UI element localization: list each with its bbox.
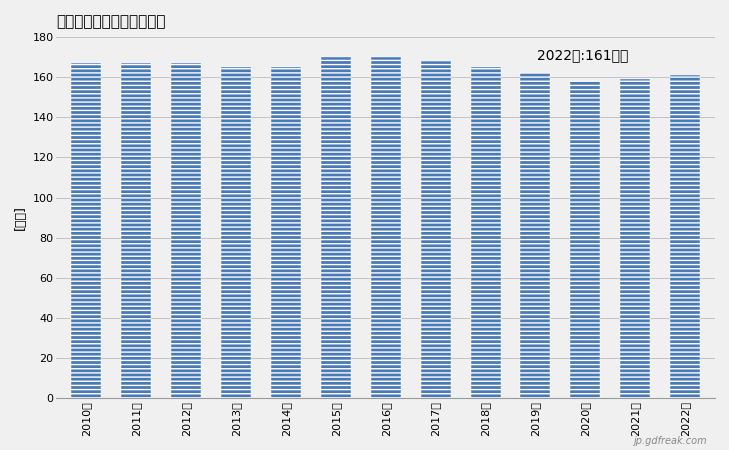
Bar bbox=[321, 57, 351, 398]
Y-axis label: [時間]: [時間] bbox=[14, 205, 27, 230]
Bar bbox=[521, 73, 550, 398]
Bar bbox=[121, 63, 151, 398]
Bar bbox=[471, 67, 501, 398]
Bar bbox=[421, 61, 451, 398]
Bar bbox=[670, 75, 700, 398]
Text: 2022年:161時間: 2022年:161時間 bbox=[537, 48, 628, 62]
Bar bbox=[371, 57, 401, 398]
Text: 一般労働者の総実労働時間: 一般労働者の総実労働時間 bbox=[56, 14, 165, 29]
Bar bbox=[71, 63, 101, 398]
Bar bbox=[620, 79, 650, 398]
Bar bbox=[570, 81, 600, 398]
Bar bbox=[271, 67, 301, 398]
Text: jp.gdfreak.com: jp.gdfreak.com bbox=[634, 436, 707, 446]
Bar bbox=[171, 63, 201, 398]
Bar bbox=[221, 67, 251, 398]
